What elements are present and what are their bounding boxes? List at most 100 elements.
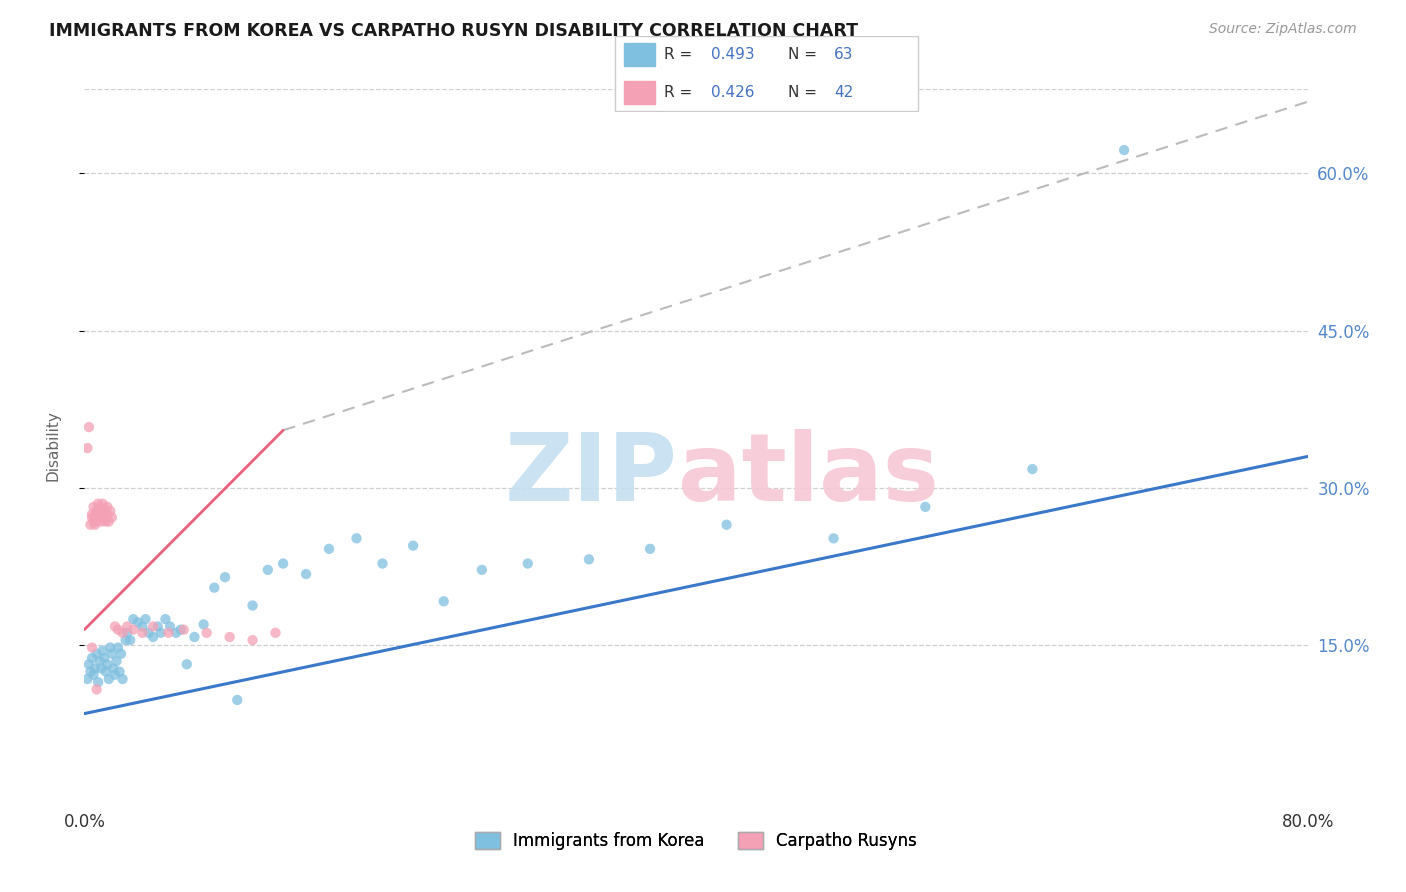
Point [242, 633, 264, 648]
Point [89, 654, 111, 668]
Point [79, 665, 101, 679]
Point [214, 570, 236, 584]
Point [202, 581, 225, 595]
Point [101, 510, 124, 524]
Point [115, 619, 138, 633]
Text: N =: N = [787, 47, 821, 62]
Point [402, 539, 425, 553]
Point [96, 500, 118, 514]
Point [114, 633, 136, 648]
Point [105, 654, 128, 668]
Point [716, 517, 738, 532]
Text: R =: R = [664, 47, 697, 62]
Point [157, 625, 180, 640]
Point [91, 643, 114, 657]
Point [120, 633, 142, 648]
Point [101, 647, 124, 661]
Point [83, 667, 105, 681]
Point [80, 640, 103, 655]
Point [94, 665, 117, 679]
Point [176, 657, 198, 672]
Point [87, 504, 110, 518]
Text: 42: 42 [834, 85, 853, 100]
Point [90, 504, 112, 518]
Point [84, 517, 107, 532]
Point [914, 500, 936, 514]
Point [90, 661, 112, 675]
Point [83, 500, 105, 514]
Point [226, 693, 249, 707]
Point [80, 510, 103, 524]
Point [159, 619, 181, 633]
Point [93, 502, 115, 516]
Point [173, 623, 195, 637]
Point [165, 625, 187, 640]
Point [218, 630, 240, 644]
Point [131, 619, 153, 633]
Point [96, 507, 118, 521]
Point [1114, 143, 1136, 157]
Text: ZIP: ZIP [505, 428, 678, 521]
Point [108, 665, 131, 679]
Point [142, 630, 165, 644]
Text: R =: R = [664, 85, 697, 100]
Point [242, 599, 264, 613]
Point [94, 515, 117, 529]
Point [1021, 462, 1043, 476]
Text: IMMIGRANTS FROM KOREA VS CARPATHO RUSYN DISABILITY CORRELATION CHART: IMMIGRANTS FROM KOREA VS CARPATHO RUSYN … [49, 22, 858, 40]
Text: Source: ZipAtlas.com: Source: ZipAtlas.com [1209, 22, 1357, 37]
Point [96, 657, 118, 672]
Point [127, 615, 149, 630]
Point [155, 612, 177, 626]
Point [122, 623, 145, 637]
Point [135, 612, 157, 626]
Point [110, 647, 132, 661]
Point [471, 563, 494, 577]
Text: atlas: atlas [678, 428, 939, 521]
Bar [624, 81, 655, 104]
Point [170, 623, 193, 637]
Text: 0.426: 0.426 [710, 85, 754, 100]
Point [111, 625, 134, 640]
Point [271, 557, 294, 571]
Point [76, 672, 98, 686]
Point [86, 515, 108, 529]
Point [107, 623, 129, 637]
Point [80, 507, 103, 521]
Point [193, 617, 215, 632]
Point [104, 667, 127, 681]
Point [86, 504, 108, 518]
Point [195, 625, 218, 640]
FancyBboxPatch shape [614, 37, 918, 111]
Point [97, 672, 120, 686]
Legend: Immigrants from Korea, Carpatho Rusyns: Immigrants from Korea, Carpatho Rusyns [467, 824, 925, 859]
Point [638, 541, 661, 556]
Point [264, 625, 287, 640]
Point [107, 640, 129, 655]
Point [823, 532, 845, 546]
Point [371, 557, 394, 571]
Point [103, 661, 125, 675]
Point [93, 651, 115, 665]
Point [578, 552, 600, 566]
Point [257, 563, 280, 577]
Point [142, 619, 165, 633]
Point [77, 420, 100, 434]
Point [91, 497, 114, 511]
Point [76, 441, 98, 455]
Point [122, 612, 145, 626]
Point [146, 619, 169, 633]
Point [433, 594, 456, 608]
Bar [624, 44, 655, 66]
Point [90, 515, 112, 529]
Point [84, 661, 107, 675]
Point [149, 625, 172, 640]
Point [84, 510, 107, 524]
Point [86, 682, 108, 697]
Point [87, 675, 110, 690]
Point [80, 651, 103, 665]
Point [97, 515, 120, 529]
Point [86, 647, 108, 661]
Point [79, 517, 101, 532]
Point [346, 532, 368, 546]
